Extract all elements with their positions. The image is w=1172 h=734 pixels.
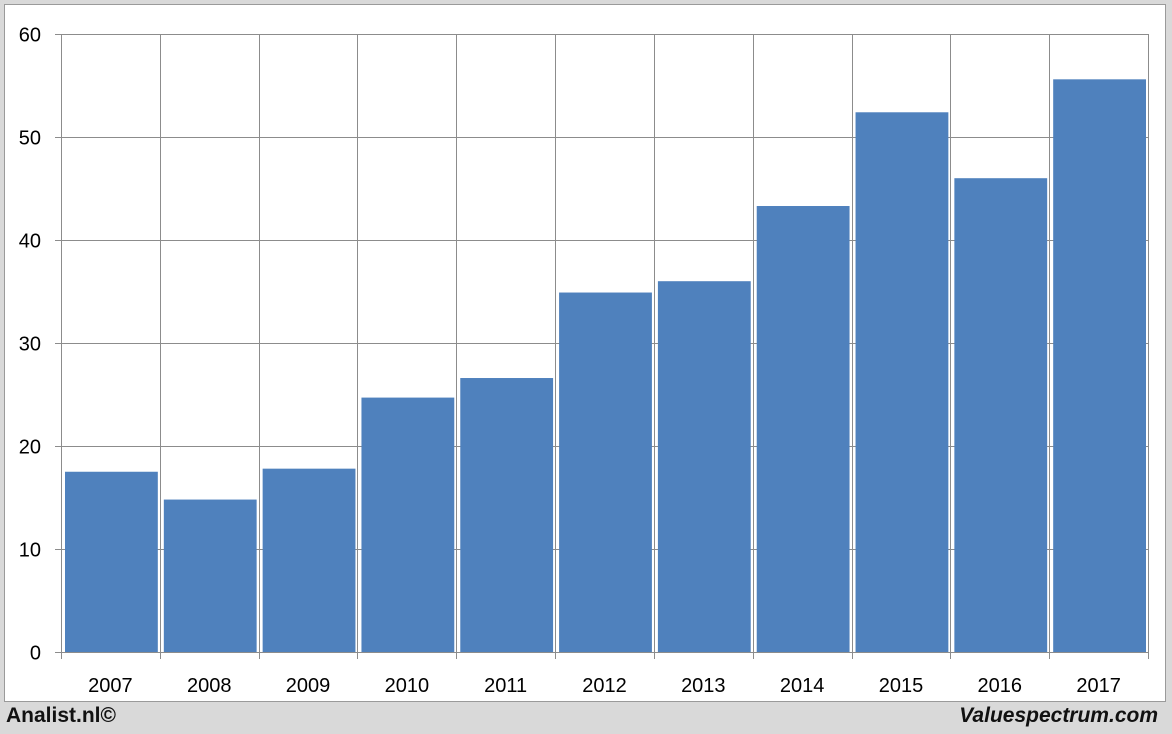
bar — [855, 112, 949, 652]
x-tick-label: 2016 — [978, 675, 1023, 697]
y-tick-label: 60 — [19, 25, 41, 47]
bars-group — [65, 79, 1146, 652]
x-tick-label: 2011 — [484, 675, 527, 697]
y-tick-label: 10 — [19, 540, 41, 562]
y-tick-label: 50 — [19, 128, 41, 150]
bar — [657, 281, 751, 652]
x-tick-label: 2015 — [879, 675, 924, 697]
x-tick-label: 2017 — [1076, 675, 1121, 697]
bar — [559, 292, 652, 652]
x-tick-label: 2009 — [286, 675, 331, 697]
y-tick-label: 20 — [19, 437, 41, 459]
bar — [361, 397, 455, 652]
x-tick-label: 2012 — [582, 675, 627, 697]
footer-source-right: Valuespectrum.com — [959, 704, 1158, 727]
bar — [756, 206, 850, 652]
x-tick-labels: 2007 2008 2009 2010 2011 2012 2013 2014 2015 2016… — [88, 675, 1121, 697]
y-tick-label: 40 — [19, 231, 41, 253]
x-tick-label: 2013 — [681, 675, 726, 697]
x-tick-label: 2007 — [88, 675, 133, 697]
bar — [1053, 79, 1146, 652]
axes-group — [55, 34, 1149, 659]
bar — [163, 499, 257, 652]
x-tick-label: 2010 — [385, 675, 430, 697]
bar — [262, 468, 356, 652]
y-tick-label: 30 — [19, 334, 41, 356]
y-tick-label: 0 — [30, 643, 41, 665]
x-tick-label: 2014 — [780, 675, 825, 697]
y-tick-labels: 0 10 20 30 40 50 60 — [19, 25, 41, 665]
bar — [954, 178, 1048, 652]
bar — [65, 471, 158, 652]
bar — [460, 378, 554, 652]
footer-source-left: Analist.nl© — [6, 704, 116, 727]
x-tick-label: 2008 — [187, 675, 232, 697]
